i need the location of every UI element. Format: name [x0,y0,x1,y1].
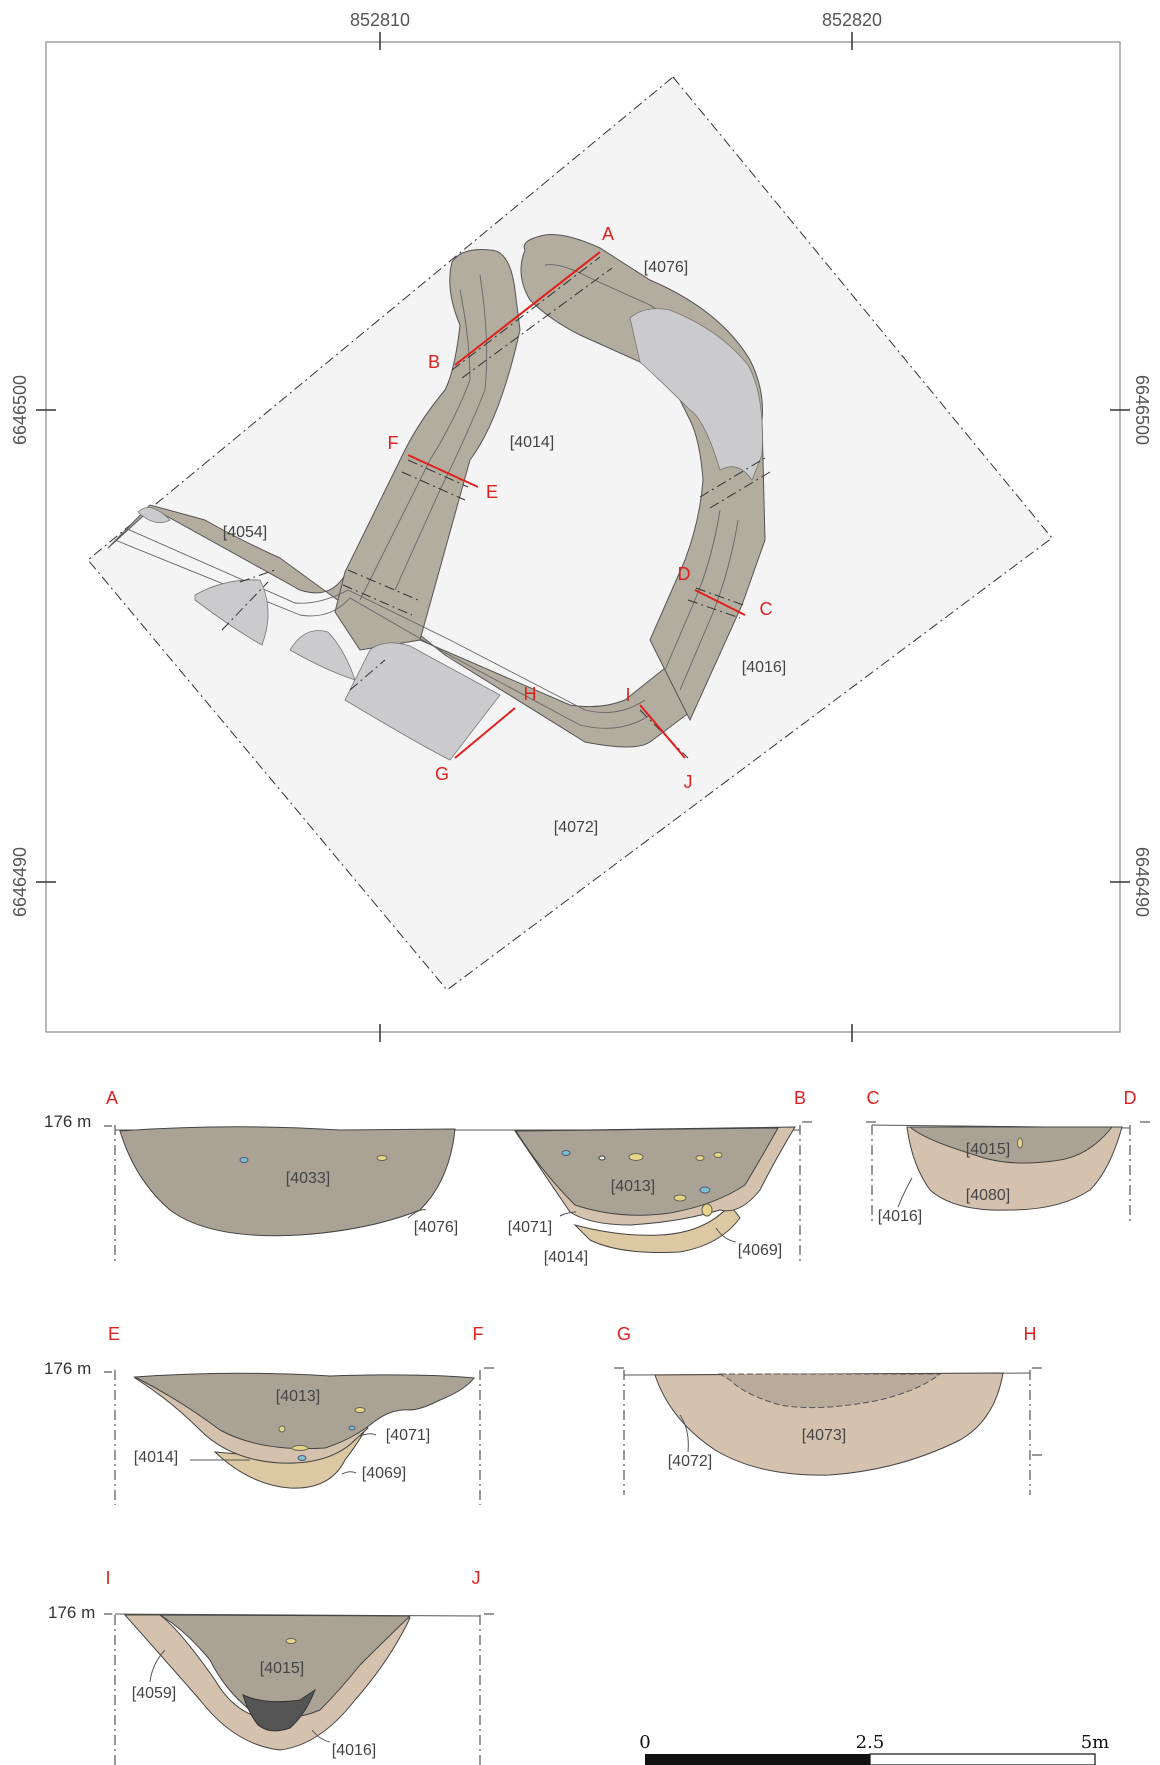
section-ij-label-4016: [4016] [332,1742,376,1759]
section-ab-fill-4013 [515,1127,779,1216]
section-gh-end-letter: H [1024,1324,1037,1344]
section-ef-label-4014: [4014] [134,1449,178,1466]
section-ef: E F 176 m [4013] [4071] [4014] [4069] [44,1324,494,1505]
baulk-2 [194,579,269,646]
feature-label-4054: [4054] [223,524,267,541]
section-cd-end-letter: D [1124,1088,1137,1108]
section-letter-e: E [486,482,498,502]
section-cd-label-4015: [4015] [966,1141,1010,1158]
section-cd-label-4080: [4080] [966,1187,1010,1204]
section-letter-a: A [602,224,614,244]
section-ab-elevation-label: 176 m [44,1112,91,1131]
section-letter-h: H [524,684,537,704]
section-ab-end-letter: B [794,1088,806,1108]
section-ef-elevation-label: 176 m [44,1359,91,1378]
section-gh-label-4072: [4072] [668,1453,712,1470]
section-ij-start-letter: I [105,1568,110,1588]
scale-bar-second-half [869,1753,1096,1765]
section-ab-label-4069: [4069] [738,1242,782,1259]
baulk-cuts [221,256,771,759]
section-cd-label-4016: [4016] [878,1208,922,1225]
section-ef-label-4069: [4069] [362,1465,406,1482]
section-ij-elevation-label: 176 m [48,1603,95,1622]
x-coord-852810: 852810 [350,10,410,30]
section-letter-d: D [678,564,691,584]
baulk-3 [289,630,356,681]
section-ij-fill-dark [242,1688,317,1732]
section-ab-label-4076: [4076] [414,1219,458,1236]
section-ab-start-letter: A [106,1088,118,1108]
baulk-1 [629,308,763,481]
plan-view: 852810 852820 6646500 6646490 6646500 66… [10,10,1152,1042]
section-ij: I J 176 m [4015] [4059] [4016] [48,1568,494,1765]
section-ef-start-letter: E [108,1324,120,1344]
feature-label-4016: [4016] [742,659,786,676]
section-lines [407,251,746,759]
section-letter-c: C [760,599,773,619]
section-letter-i: I [625,685,630,705]
baulk-4 [344,642,501,761]
section-letter-j: J [684,772,693,792]
section-gh-fill-upper [718,1373,942,1409]
section-ab-inclusions [239,1150,723,1217]
section-ab-label-4014: [4014] [544,1249,588,1266]
scale-bar-first-half [645,1754,870,1765]
section-ef-label-4071: [4071] [386,1427,430,1444]
section-ij-label-4015: [4015] [260,1660,304,1677]
section-cd: C D [4015] [4080] [4016] [866,1088,1150,1225]
section-letter-f: F [388,433,399,453]
section-gh: G H [4073] [4072] [614,1324,1042,1495]
section-ab-fill-4069 [573,1204,741,1253]
x-coord-852820: 852820 [822,10,882,30]
section-ef-inclusions [278,1407,366,1461]
y-coord-right-6646500: 6646500 [1132,375,1152,445]
scale-bar-label-2-5: 2.5 [856,1732,885,1753]
feature-label-4014: [4014] [510,434,554,451]
section-letter-b: B [428,352,440,372]
feature-label-4076: [4076] [644,259,688,276]
section-ab-fill-4033 [119,1126,456,1237]
y-coord-right-6646490: 6646490 [1132,847,1152,917]
scale-bar-label-5m: 5m [1081,1732,1110,1753]
section-letter-g: G [435,764,449,784]
scale-bar: 0 2.5 5m [639,1732,1109,1765]
y-coord-left-6646490: 6646490 [10,847,30,917]
section-gh-start-letter: G [617,1324,631,1344]
section-gh-label-4073: [4073] [802,1427,846,1444]
section-ab-label-4071: [4071] [508,1219,552,1236]
section-ef-fill-4013 [133,1372,475,1450]
section-ij-label-4059: [4059] [132,1685,176,1702]
section-ij-end-letter: J [472,1568,481,1588]
section-ef-label-4013: [4013] [276,1388,320,1405]
section-ij-fill-4059 [123,1614,411,1751]
section-cd-fill-4015 [908,1126,1114,1164]
section-ef-end-letter: F [473,1324,484,1344]
section-ab: A B 176 m [4033] [4076] [4013] [4071] [4… [44,1088,812,1266]
excavation-area [87,76,1053,991]
section-ab-label-4013: [4013] [611,1178,655,1195]
scale-bar-label-0: 0 [639,1732,650,1753]
feature-label-4072: [4072] [554,819,598,836]
grid-ticks [36,32,1130,1042]
section-cd-start-letter: C [867,1088,880,1108]
baulk-5 [137,507,171,524]
y-coord-left-6646500: 6646500 [10,375,30,445]
ditch-inner-lines [114,264,739,729]
section-gh-fill-4072 [654,1372,1004,1476]
section-ab-label-4033: [4033] [286,1170,330,1187]
